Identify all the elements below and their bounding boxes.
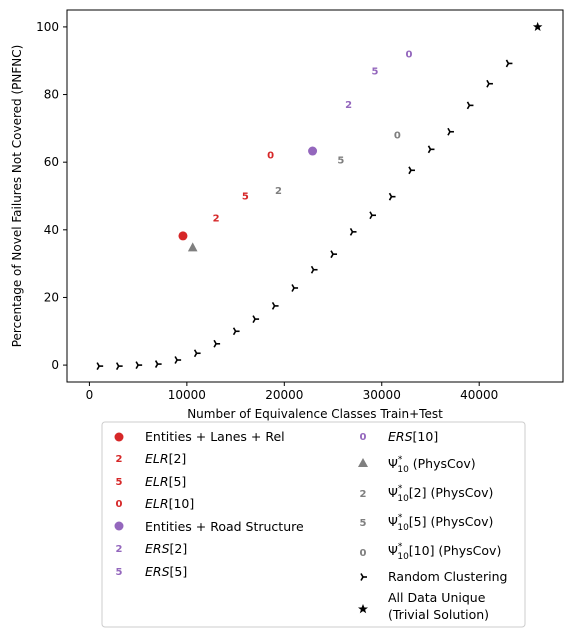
point-all-data-unique-trivial-solution	[532, 21, 543, 31]
legend-label-physcov2: Ψ* 10[2] (PhysCov)	[388, 484, 493, 504]
x-tick-label: 0	[86, 388, 94, 402]
point-random-clustering	[232, 327, 240, 336]
legend-label-all-data-unique-line2: (Trivial Solution)	[388, 607, 489, 622]
point-ers-5: 5	[371, 66, 378, 77]
point-entities-lanes-rel	[178, 231, 188, 241]
legend-label-all-data-unique-line1: All Data Unique	[388, 590, 486, 605]
y-tick-label: 20	[44, 290, 59, 304]
y-tick-label: 80	[44, 88, 59, 102]
point-random-clustering	[447, 127, 454, 136]
plot-area	[66, 9, 564, 383]
legend-marker-entities-road-structure	[114, 521, 124, 531]
point-random-clustering	[213, 339, 221, 348]
legend-label-entities-lanes-rel: Entities + Lanes + Rel	[145, 429, 285, 444]
x-tick-label: 40000	[460, 388, 498, 402]
point-random-clustering	[115, 362, 123, 371]
point-ers-10: 0	[406, 49, 413, 60]
point-10-5-physcov: 5	[337, 156, 344, 167]
point-random-clustering	[349, 227, 357, 236]
point-10-2-physcov: 2	[275, 186, 282, 197]
legend-marker-elr2: 2	[116, 454, 123, 465]
y-tick-label: 40	[44, 223, 59, 237]
point-elr-5: 5	[242, 192, 249, 203]
legend-label-elr10: ELR[10]	[145, 496, 194, 511]
legend-marker-physcov2: 2	[360, 489, 367, 500]
point-ers-2: 2	[345, 100, 352, 111]
legend-marker-entities-lanes-rel	[114, 432, 124, 442]
point-random-clustering	[310, 265, 318, 274]
y-tick-label: 0	[51, 358, 59, 372]
point-random-clustering	[427, 145, 435, 154]
legend-label-physcov: Ψ* 10 (PhysCov)	[388, 455, 476, 475]
point-random-clustering	[291, 284, 299, 292]
legend-marker-physcov	[358, 458, 368, 467]
legend-label-physcov10: Ψ* 10[10] (PhysCov)	[388, 542, 501, 562]
legend-label-physcov5: Ψ* 10[5] (PhysCov)	[388, 513, 493, 533]
legend: Entities + Lanes + Rel 2 ELR[2] 5 ELR[5]…	[101, 421, 526, 628]
legend-frame	[101, 421, 526, 628]
point-entities-road-structure	[308, 146, 318, 156]
legend-marker-elr5: 5	[116, 477, 123, 488]
legend-marker-physcov5: 5	[360, 518, 367, 529]
legend-label-elr5: ELR[5]	[145, 474, 186, 489]
point-random-clustering	[135, 361, 143, 369]
x-tick-label: 20000	[265, 388, 303, 402]
legend-marker-physcov10: 0	[360, 548, 367, 559]
point-random-clustering	[505, 59, 513, 68]
point-random-clustering	[486, 79, 493, 88]
legend-label-ers10: ERS[10]	[388, 429, 438, 444]
point-elr-2: 2	[213, 213, 220, 224]
legend-label-random-clustering: Random Clustering	[388, 569, 507, 584]
point-random-clustering	[408, 166, 415, 175]
y-axis-title: Percentage of Novel Failures Not Covered…	[10, 45, 24, 348]
y-tick-label: 100	[36, 20, 59, 34]
x-tick-label: 10000	[168, 388, 206, 402]
legend-label-ers2: ERS[2]	[145, 541, 187, 556]
point-random-clustering	[154, 360, 162, 368]
legend-marker-elr10: 0	[116, 499, 123, 510]
legend-marker-random-clustering	[360, 573, 367, 581]
legend-marker-all-data-unique	[358, 604, 368, 614]
legend-label-ers5: ERS[5]	[145, 564, 187, 579]
point-random-clustering	[388, 192, 396, 201]
point-random-clustering	[330, 250, 338, 259]
legend-label-entities-road-structure: Entities + Road Structure	[145, 519, 304, 534]
point-10-physcov	[187, 242, 198, 252]
point-10-10-physcov: 0	[394, 131, 401, 142]
x-tick-label: 30000	[363, 388, 401, 402]
point-elr-10: 0	[267, 151, 274, 162]
y-tick-label: 60	[44, 155, 59, 169]
legend-marker-ers10: 0	[360, 432, 367, 443]
point-random-clustering	[369, 211, 377, 220]
point-random-clustering	[96, 362, 104, 371]
point-random-clustering	[252, 315, 260, 323]
legend-label-elr2: ELR[2]	[145, 451, 186, 466]
legend-marker-ers5: 5	[116, 567, 123, 578]
point-random-clustering	[271, 302, 279, 310]
data-marks: 2 5 0 2 5 0 2 5 0	[96, 21, 543, 371]
legend-marker-ers2: 2	[116, 544, 123, 555]
point-random-clustering	[174, 356, 182, 364]
point-random-clustering	[466, 101, 474, 110]
point-random-clustering	[193, 349, 201, 358]
x-axis-title: Number of Equivalence Classes Train+Test	[187, 407, 443, 421]
